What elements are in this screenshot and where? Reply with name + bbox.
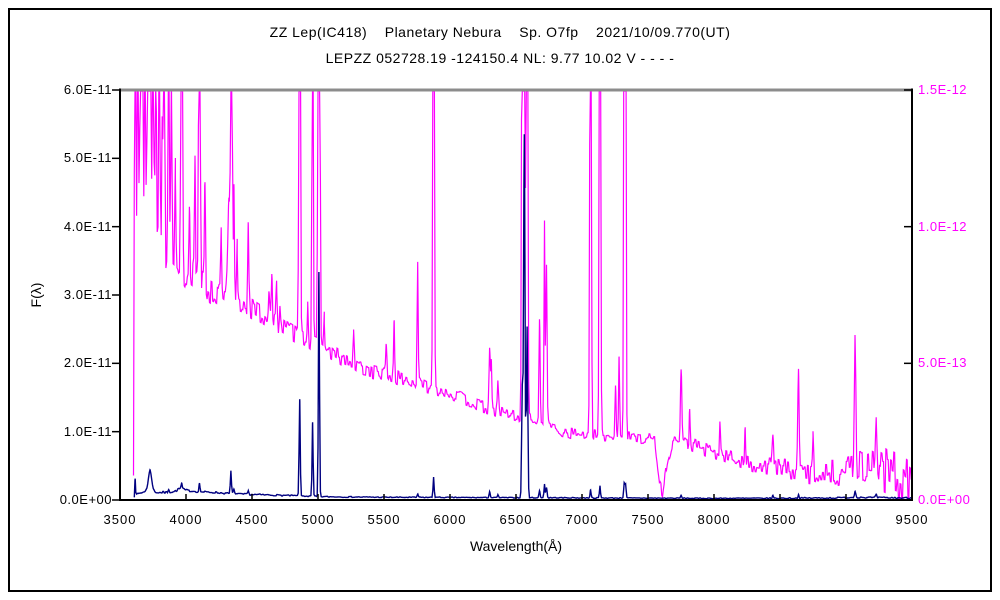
figure-border: [8, 8, 992, 592]
y-right-tick-label-5.0E-13: 5.0E-13: [918, 355, 968, 371]
y-right-tick-label-1.5E-12: 1.5E-12: [918, 82, 968, 97]
series-spectrum-left-axis-navy: [133, 134, 913, 500]
x-tick-label-5500: 5500: [367, 512, 401, 527]
x-tick-label-7000: 7000: [565, 512, 599, 527]
x-tick-label-9000: 9000: [829, 512, 863, 527]
axis-tick-marks: [112, 89, 913, 501]
x-tick-label-3500: 3500: [103, 512, 137, 527]
x-tick-label-6000: 6000: [433, 512, 467, 527]
y-right-tick-label-1.0E-12: 1.0E-12: [918, 218, 968, 234]
y-left-tick-label-0.0E+00: 0.0E+00: [59, 492, 112, 507]
y-left-tick-label-1.0E-11: 1.0E-11: [63, 423, 112, 439]
x-tick-label-8500: 8500: [763, 512, 797, 527]
x-tick-label-9500: 9500: [895, 512, 929, 527]
y-left-tick-label-4.0E-11: 4.0E-11: [63, 218, 112, 234]
y-left-tick-label-2.0E-11: 2.0E-11: [63, 355, 112, 371]
y-left-tick-label-6.0E-11: 6.0E-11: [63, 82, 112, 97]
title-line-1: ZZ Lep(IC418) Planetary Nebura Sp. O7fp …: [269, 24, 731, 40]
x-tick-label-8000: 8000: [697, 512, 731, 527]
x-tick-label-7500: 7500: [631, 512, 665, 527]
y-left-tick-label-3.0E-11: 3.0E-11: [63, 287, 112, 302]
x-tick-label-4500: 4500: [235, 512, 269, 527]
series-spectrum-right-axis-magenta: [132, 90, 913, 500]
x-tick-label-6500: 6500: [499, 512, 533, 527]
x-tick-label-5000: 5000: [301, 512, 335, 527]
x-tick-label-4000: 4000: [169, 512, 203, 527]
x-axis-label: Wavelength(Å): [469, 538, 563, 554]
title-line-2: LEPZZ 052728.19 -124150.4 NL: 9.77 10.02…: [325, 50, 675, 66]
y-left-tick-label-5.0E-11: 5.0E-11: [63, 150, 112, 166]
y-right-tick-label-0.0E+00: 0.0E+00: [918, 492, 971, 507]
